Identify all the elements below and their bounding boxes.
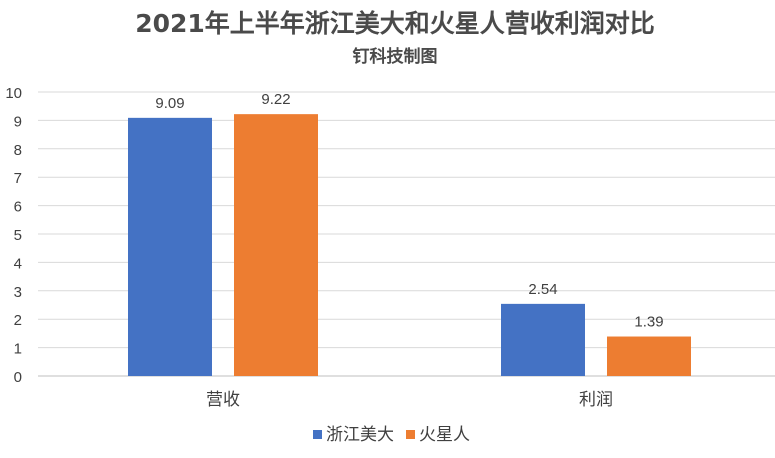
bar [128, 117, 212, 377]
data-label: 9.22 [261, 91, 290, 108]
data-label: 9.09 [155, 95, 184, 112]
data-label: 1.39 [634, 314, 663, 331]
bars [128, 114, 691, 377]
x-axis-categories: 营收 利润 [206, 390, 613, 410]
y-tick-label: 5 [14, 227, 22, 244]
chart-title: 2021年上半年浙江美大和火星人营收利润对比 [135, 9, 655, 38]
y-tick-label: 2 [14, 312, 22, 329]
y-tick-label: 0 [14, 369, 22, 386]
y-axis-ticks: 0 1 2 3 4 5 6 7 8 9 10 [5, 85, 22, 386]
y-tick-label: 3 [14, 284, 22, 301]
legend-swatch [406, 430, 415, 439]
x-category-label: 营收 [206, 390, 240, 410]
legend-swatch [313, 430, 322, 439]
y-tick-label: 8 [14, 142, 22, 159]
y-tick-label: 9 [14, 113, 22, 130]
x-category-label: 利润 [579, 390, 613, 410]
data-labels: 9.09 9.22 2.54 1.39 [155, 91, 663, 330]
legend-label: 火星人 [419, 425, 470, 445]
bar [234, 114, 318, 376]
y-tick-label: 7 [14, 170, 22, 187]
legend: 浙江美大 火星人 [313, 425, 470, 445]
legend-label: 浙江美大 [326, 425, 394, 445]
y-tick-label: 6 [14, 199, 22, 216]
y-tick-label: 1 [14, 341, 22, 358]
y-tick-label: 10 [5, 85, 22, 102]
chart-subtitle: 钉科技制图 [353, 46, 438, 67]
bar [607, 336, 691, 376]
bar [501, 303, 585, 376]
data-label: 2.54 [528, 281, 557, 298]
y-tick-label: 4 [14, 255, 22, 272]
